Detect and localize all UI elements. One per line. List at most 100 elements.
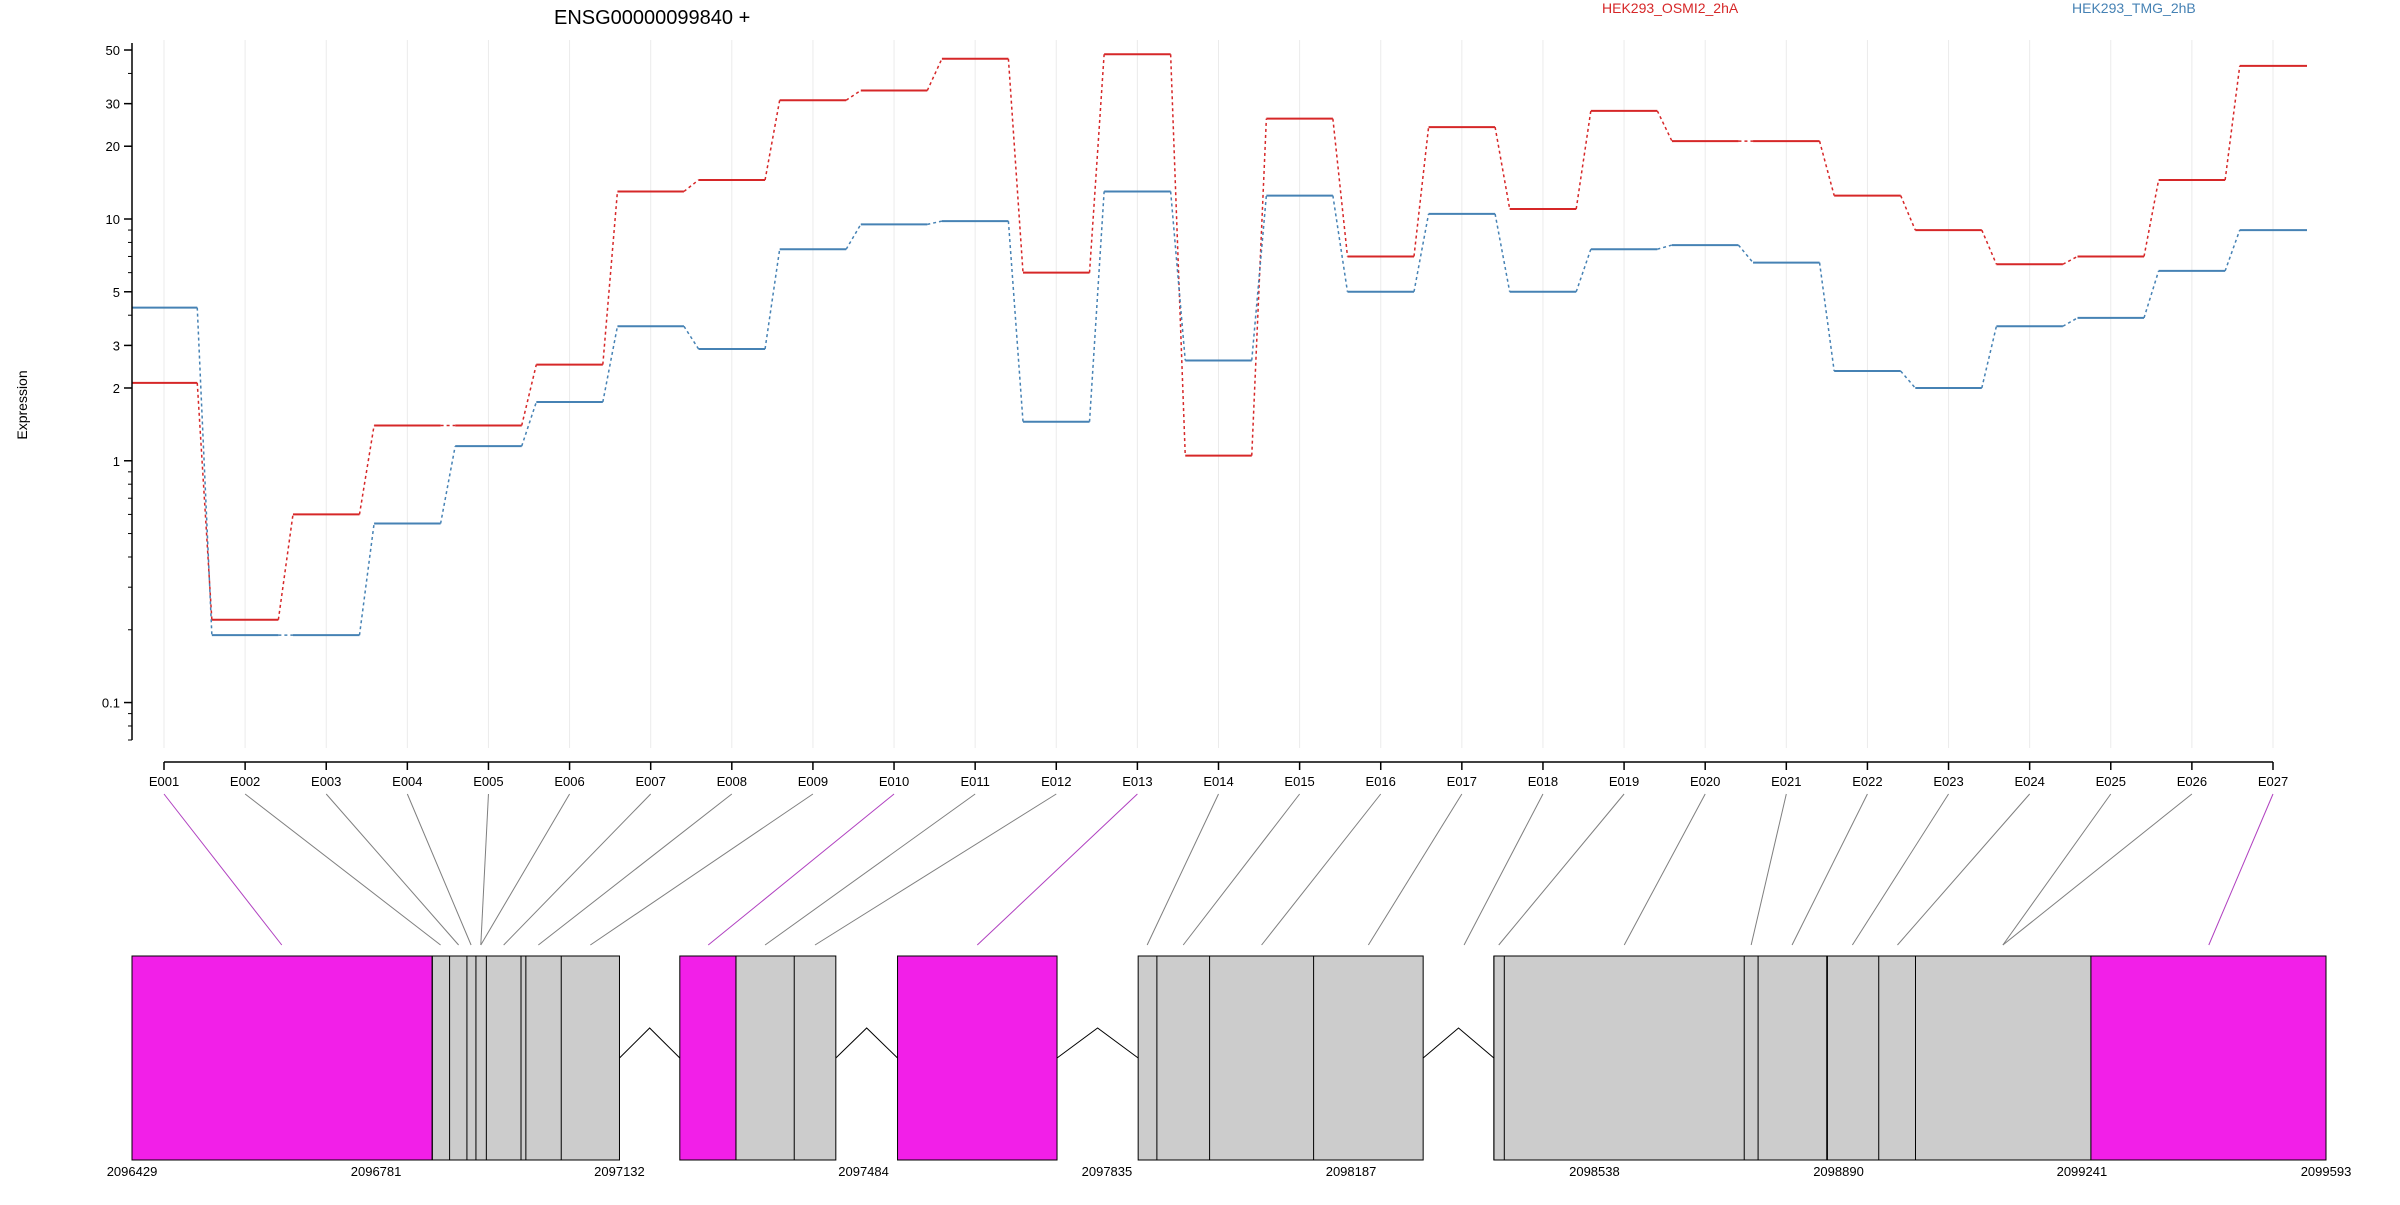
series-1-transition [2143,179,2160,257]
series-1-transition [764,100,781,181]
x-tick-label-e009: E009 [798,774,828,789]
connector-e018 [1463,793,1544,946]
grid-lines [163,40,2274,748]
genomic-tick-label: 2096429 [107,1164,158,1179]
exon-connectors [163,793,2274,946]
connector-e026 [2002,793,2193,946]
y-axis-label: Expression [14,370,30,439]
x-axis: E001 E002 E003 E004 E005 E006 E007 E008 E009 E010… [149,761,2288,789]
y-tick-label: 2 [113,381,120,396]
x-tick-label-e011: E011 [960,774,989,789]
genomic-tick-label: 2099593 [2301,1164,2352,1179]
genomic-tick-label: 2097132 [594,1164,645,1179]
x-tick-label-e023: E023 [1933,774,1963,789]
series-2-transition [1981,326,1998,389]
intron [1056,1027,1139,1059]
connector-e023 [1851,793,1949,946]
gene-model [131,955,2327,1161]
exon-block-8 [1826,955,2092,1161]
connector-e008 [538,793,733,946]
series-2-transition [1413,213,1430,292]
x-tick-label-e019: E019 [1609,774,1639,789]
series-1-transition [2224,65,2241,181]
series-1-transition [358,425,375,515]
series-1-transition [845,89,862,101]
connector-e014 [1146,793,1219,946]
series-1-transition [1251,118,1268,456]
series-2-transition [1251,195,1268,361]
series-1-transition [602,191,619,365]
y-tick-label: 50 [106,43,120,58]
connector-e017 [1367,793,1463,946]
series-1-transition [520,364,538,426]
intron [619,1027,681,1059]
series-2-transition [2224,229,2241,272]
x-tick-label-e006: E006 [554,774,584,789]
exon-block-7 [1493,955,1828,1161]
series-2-transition [1737,244,1754,264]
x-tick-label-e026: E026 [2177,774,2207,789]
y-tick-label: 10 [106,212,120,227]
genomic-tick-label: 2096781 [351,1164,402,1179]
chart-title: ENSG00000099840 + [554,7,750,29]
genomic-coordinate-axis: 2096429 2096781 2097132 2097484 2097835 20981… [107,1164,2352,1179]
connector-e010 [707,793,895,946]
connector-e020 [1623,793,1706,946]
connector-e022 [1791,793,1868,946]
series-2-transition [521,401,538,447]
genomic-tick-label: 2097835 [1082,1164,1133,1179]
series-2-transition [1818,262,1835,372]
series-1-transition [1007,58,1024,273]
exon-block-4 [735,955,837,1161]
x-tick-label-e025: E025 [2096,774,2126,789]
connector-e013 [976,793,1138,946]
series-1 [132,53,2307,621]
connector-e001 [163,793,283,946]
connector-e016 [1261,793,1382,946]
x-tick-label-e020: E020 [1690,774,1720,789]
series-2-transition [1657,244,1673,250]
series-2-transition [196,307,213,636]
x-tick-label-e022: E022 [1852,774,1882,789]
x-tick-label-e027: E027 [2258,774,2288,789]
series-2-transition [1332,195,1349,292]
x-tick-label-e001: E001 [149,774,179,789]
intron [1422,1027,1495,1059]
intron [835,1027,898,1059]
x-tick-label-e015: E015 [1284,774,1314,789]
x-tick-label-e018: E018 [1528,774,1558,789]
x-tick-label-e017: E017 [1447,774,1477,789]
y-axis: 0.1 1 2 3 5 10 20 30 50 [102,43,133,741]
x-tick-label-e003: E003 [311,774,341,789]
genomic-tick-label: 2098890 [1813,1164,1864,1179]
connector-e024 [1897,793,2031,946]
genomic-tick-label: 2098187 [1326,1164,1377,1179]
connector-e006 [480,793,571,946]
connector-e012 [814,793,1057,946]
series-2-transition [2062,317,2078,327]
series-1-transition [277,514,294,620]
connector-e002 [244,793,441,946]
series-2-transition [1088,191,1105,422]
series-2-transition [845,224,862,250]
series-1-transition [1575,110,1592,210]
series-lines [132,53,2307,637]
y-tick-label: 5 [113,285,120,300]
x-tick-label-e013: E013 [1122,774,1152,789]
x-tick-label-e014: E014 [1203,774,1233,789]
x-tick-label-e016: E016 [1366,774,1396,789]
series-1-transition [1981,229,1998,265]
connector-e021 [1750,793,1787,946]
y-tick-label: 30 [106,97,120,112]
series-2-transition [927,220,943,226]
connector-e015 [1182,793,1301,946]
connector-e011 [764,793,976,946]
exon-block-5 [897,955,1058,1161]
series-2-transition [1169,191,1186,361]
x-tick-label-e002: E002 [230,774,260,789]
series-2-transition [439,445,456,524]
series-2-transition [602,326,619,403]
series-1-transition [1656,110,1673,142]
series-2-transition [764,249,781,350]
